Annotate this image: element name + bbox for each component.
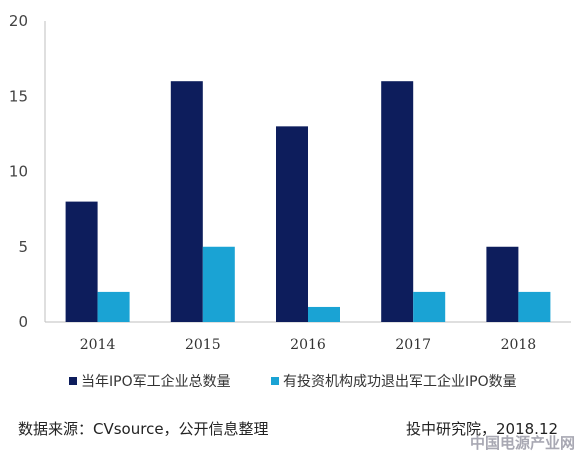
x-tick-label: 2016 <box>290 337 326 353</box>
legend-label-vc-exit: 有投资机构成功退出军工企业IPO数量 <box>283 373 517 390</box>
bar-series2-2018 <box>518 291 551 322</box>
bars <box>65 81 551 322</box>
bar-chart: 0 5 10 15 20 2014 2015 2016 2017 2018 当年IPO军工企业总… <box>9 12 571 390</box>
x-tick-label: 2018 <box>501 337 537 353</box>
watermark: 中国电源产业网 <box>470 434 576 452</box>
x-tick-label: 2017 <box>395 337 431 353</box>
bar-series2-2017 <box>413 291 446 322</box>
bar-series1-2018 <box>486 246 519 322</box>
bar-series1-2015 <box>170 81 203 322</box>
legend-label-ipo-total: 当年IPO军工企业总数量 <box>81 373 231 390</box>
legend-swatch-ipo-total <box>69 377 77 385</box>
publisher-credit: 投中研究院，2018.12 <box>406 420 559 438</box>
bar-series2-2014 <box>97 291 130 322</box>
bar-series2-2015 <box>202 246 235 322</box>
y-tick-label: 5 <box>18 238 28 256</box>
y-axis-ticks: 0 5 10 15 20 <box>9 12 28 331</box>
x-tick-label: 2014 <box>80 337 116 353</box>
bar-series1-2017 <box>381 81 414 322</box>
y-tick-label: 20 <box>9 12 28 30</box>
bar-series1-2016 <box>276 126 308 322</box>
x-axis-ticks: 2014 2015 2016 2017 2018 <box>80 337 536 353</box>
data-source-note: 数据来源：CVsource，公开信息整理 <box>18 420 269 438</box>
y-tick-label: 0 <box>18 313 28 331</box>
y-tick-label: 15 <box>9 87 28 105</box>
x-tick-label: 2015 <box>185 337 221 353</box>
bar-series2-2016 <box>308 306 340 322</box>
bar-series1-2014 <box>65 201 98 322</box>
legend-swatch-vc-exit <box>271 377 279 385</box>
y-tick-label: 10 <box>9 163 28 181</box>
legend: 当年IPO军工企业总数量 有投资机构成功退出军工企业IPO数量 <box>69 373 517 390</box>
